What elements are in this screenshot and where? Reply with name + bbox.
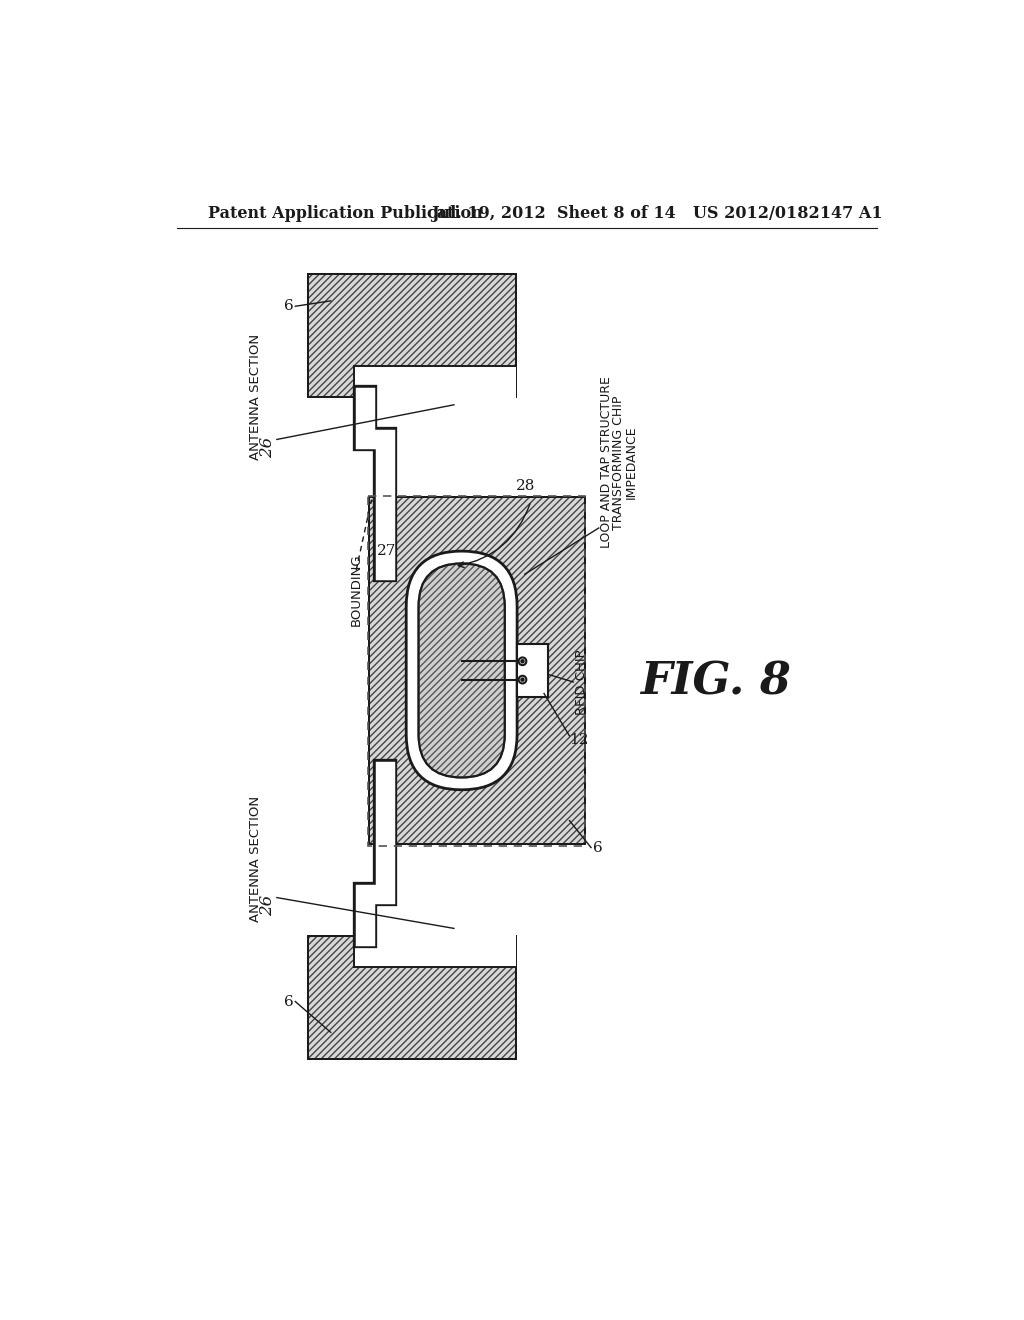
Text: LOOP AND TAP STRUCTURE: LOOP AND TAP STRUCTURE bbox=[600, 376, 613, 549]
Circle shape bbox=[521, 678, 524, 681]
Bar bbox=[307, 936, 515, 1059]
Text: 27: 27 bbox=[377, 544, 396, 558]
Bar bbox=[307, 936, 515, 1059]
Bar bbox=[354, 367, 515, 399]
Bar bbox=[517, 644, 548, 697]
Text: RFID CHIP: RFID CHIP bbox=[574, 649, 588, 715]
Circle shape bbox=[518, 657, 526, 665]
Text: 6: 6 bbox=[593, 841, 602, 854]
FancyBboxPatch shape bbox=[407, 552, 517, 789]
Circle shape bbox=[521, 660, 524, 663]
Text: ANTENNA SECTION: ANTENNA SECTION bbox=[249, 334, 262, 461]
Bar bbox=[515, 644, 520, 697]
Text: IMPEDANCE: IMPEDANCE bbox=[625, 426, 638, 499]
Text: BOUNDING: BOUNDING bbox=[349, 553, 362, 626]
Text: 12: 12 bbox=[569, 733, 589, 747]
Text: TRANSFORMING CHIP: TRANSFORMING CHIP bbox=[612, 396, 626, 529]
Text: FIG. 8: FIG. 8 bbox=[640, 660, 792, 704]
Circle shape bbox=[518, 676, 526, 684]
Bar bbox=[370, 498, 585, 843]
Text: 6: 6 bbox=[284, 300, 294, 313]
Bar bbox=[368, 496, 585, 846]
Text: 6: 6 bbox=[284, 994, 294, 1008]
Text: US 2012/0182147 A1: US 2012/0182147 A1 bbox=[692, 206, 883, 222]
Text: Jul. 19, 2012  Sheet 8 of 14: Jul. 19, 2012 Sheet 8 of 14 bbox=[431, 206, 676, 222]
Text: Patent Application Publication: Patent Application Publication bbox=[208, 206, 482, 222]
Text: 26: 26 bbox=[259, 895, 276, 916]
Bar bbox=[370, 498, 585, 843]
Text: 28: 28 bbox=[515, 479, 535, 492]
Bar bbox=[307, 275, 515, 397]
Text: 26: 26 bbox=[259, 437, 276, 458]
FancyBboxPatch shape bbox=[419, 564, 505, 777]
Text: ANTENNA SECTION: ANTENNA SECTION bbox=[249, 796, 262, 923]
Bar bbox=[307, 275, 515, 397]
Bar bbox=[354, 935, 515, 966]
